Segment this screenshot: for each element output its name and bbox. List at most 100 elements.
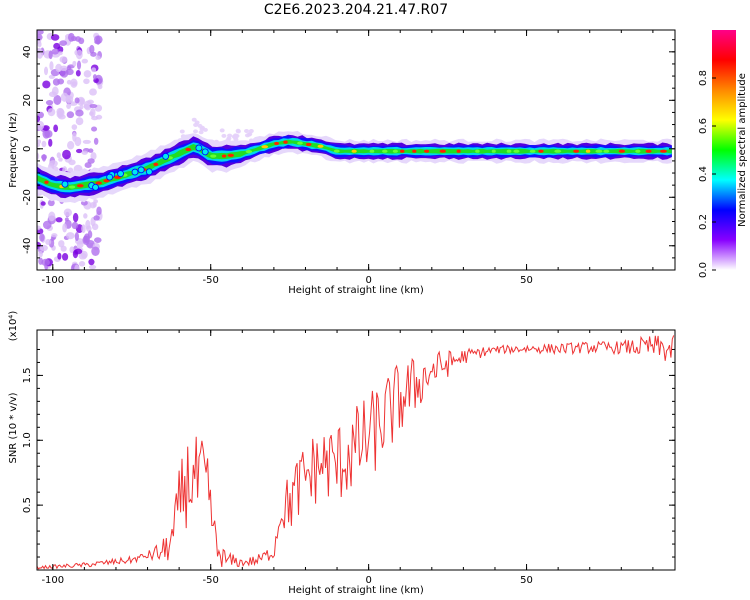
x-tick-label: 50 <box>520 575 533 586</box>
noise-blob <box>88 264 97 270</box>
colorbar-tick-label: 0.0 <box>698 262 709 278</box>
noise-blob <box>71 81 78 87</box>
noise-blob <box>64 217 69 222</box>
ridge-peak <box>283 140 288 144</box>
y-tick-label: -20 <box>22 189 33 205</box>
noise-blob <box>47 199 55 207</box>
ridge-peak <box>513 149 520 153</box>
noise-blob <box>66 79 72 85</box>
noise-blob <box>76 60 82 70</box>
noise-blob <box>90 107 96 118</box>
noise-blob <box>57 252 62 260</box>
noise-blob <box>83 70 92 78</box>
figure-title: C2E6.2023.204.21.47.R07 <box>263 2 449 18</box>
y-tick-label: 0.5 <box>22 497 33 513</box>
ridge-peak <box>400 149 405 153</box>
noise-blob <box>42 128 51 139</box>
noise-blob <box>50 34 60 41</box>
snr-series-line <box>37 335 675 570</box>
ridge-peak <box>412 149 417 153</box>
x-tick-label: 0 <box>365 575 371 586</box>
noise-blob <box>60 245 67 252</box>
halo-blob <box>199 125 205 130</box>
noise-blob <box>39 233 45 242</box>
noise-blob <box>66 103 72 109</box>
noise-blob <box>85 219 91 230</box>
noise-blob <box>91 223 99 231</box>
noise-blob <box>90 152 97 160</box>
halo-blob <box>244 133 250 138</box>
noise-blob <box>43 66 49 76</box>
snr-axes: -100 -50 0 50 0.5 1.0 1.5 <box>22 330 675 586</box>
noise-blob <box>95 55 101 61</box>
x-tick-label: 50 <box>520 275 533 286</box>
ridge-dot <box>145 168 153 176</box>
noise-blob <box>72 132 77 142</box>
ridge-dot <box>117 170 124 178</box>
x-tick-label: 0 <box>365 275 371 286</box>
noise-blob <box>91 126 98 132</box>
ridge-peak <box>554 149 562 153</box>
ridge-peak <box>210 154 217 158</box>
noise-blob <box>91 115 99 121</box>
noise-blob <box>37 115 41 123</box>
noise-blob <box>91 67 97 73</box>
noise-blob <box>67 140 75 150</box>
ridge-peak <box>660 149 667 153</box>
noise-blob <box>75 49 83 60</box>
noise-blob <box>55 217 63 223</box>
noise-blob <box>76 240 84 249</box>
noise-blob <box>57 78 65 85</box>
noise-blob <box>40 201 46 206</box>
noise-blob <box>59 40 68 46</box>
noise-blob <box>79 104 84 110</box>
noise-blob <box>93 137 99 145</box>
noise-blob <box>83 213 88 219</box>
ridge-peak <box>274 141 280 146</box>
ridge-peak <box>227 153 234 158</box>
noise-blob <box>37 152 40 160</box>
noise-blob <box>92 74 97 80</box>
ridge-peak <box>475 149 480 153</box>
ridge-peak <box>68 185 76 189</box>
noise-blob <box>57 51 63 56</box>
ridge-peak <box>76 184 84 188</box>
noise-blob <box>51 48 59 55</box>
noise-blob <box>75 36 81 42</box>
spectrogram-frame <box>36 29 676 271</box>
halo-blob <box>193 122 199 127</box>
spectrogram-plot-area <box>37 30 672 270</box>
noise-blob <box>94 39 101 45</box>
noise-blob <box>75 109 84 117</box>
ridge-peak <box>245 150 253 154</box>
ridge-peak <box>153 162 159 167</box>
ridge-peak <box>603 149 610 153</box>
ridge-peak <box>185 147 192 152</box>
colorbar-tick-label: 0.8 <box>698 70 709 86</box>
noise-blob <box>82 139 91 144</box>
noise-blob <box>83 78 90 85</box>
ridge-dot <box>61 180 69 188</box>
noise-blob <box>51 233 58 238</box>
noise-blob <box>69 246 75 254</box>
noise-blob <box>56 152 61 159</box>
noise-blob <box>72 212 79 223</box>
halo-blob <box>235 128 241 133</box>
colorbar-tick-label: 0.4 <box>698 166 709 182</box>
x-tick-label: -50 <box>203 275 219 286</box>
noise-blob <box>51 86 59 96</box>
halo-blob <box>179 129 185 134</box>
noise-blob <box>49 61 54 71</box>
noise-blob <box>65 68 74 76</box>
ridge-peak <box>645 149 652 153</box>
noise-blob <box>61 252 69 261</box>
ridge-dot <box>92 183 99 191</box>
noise-blob <box>88 258 95 266</box>
colorbar-label: Normalized spectral amplitude <box>737 73 748 227</box>
noise-blob <box>72 249 79 259</box>
noise-blob <box>75 117 84 126</box>
noise-blob <box>80 200 88 206</box>
noise-blob <box>93 215 100 221</box>
ridge-peak <box>44 180 49 184</box>
